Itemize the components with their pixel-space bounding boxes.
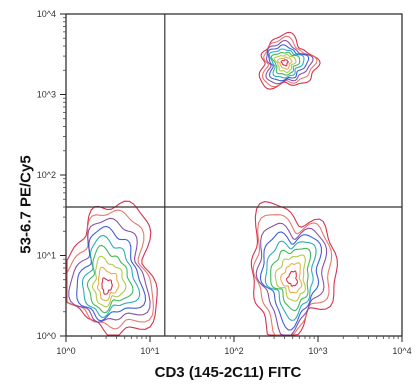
contour-line [274,254,306,302]
x-tick-label: 10^4 [392,346,411,356]
contour-line [101,277,113,295]
contour-line [86,244,134,314]
y-tick-label: 10^4 [37,9,56,19]
contour-line [259,231,322,331]
contour-line [277,56,293,70]
contour-line [66,200,158,336]
contour-line [267,44,310,82]
contour-line [285,270,299,287]
contour-line [250,201,338,336]
contour-line [273,53,297,73]
contour-line [264,240,317,321]
contour-line [270,247,312,312]
contour-line [96,266,120,302]
x-axis-ticks: 10^0 10^1 10^2 10^3 10^4 [56,336,412,356]
y-axis-ticks: 10^0 10^1 10^2 10^3 10^4 [37,9,66,341]
x-axis-label: CD3 (145-2C11) FITC [154,364,302,381]
contour-line [280,262,303,294]
x-tick-label: 10^2 [224,346,243,356]
contour-line [280,59,289,67]
x-tick-label: 10^1 [140,346,159,356]
contour-line [68,217,151,323]
contour-line [66,209,154,330]
y-tick-label: 10^1 [37,251,56,261]
contour-line [265,39,314,85]
plot-frame [65,13,403,337]
y-tick-label: 10^2 [37,170,56,180]
contour-line [81,234,141,318]
contour-line [258,31,321,90]
y-tick-label: 10^0 [37,331,56,341]
contour-line [270,51,301,76]
x-tick-label: 10^0 [56,346,75,356]
contour-line [255,222,328,336]
contour-line [252,214,333,336]
y-tick-label: 10^3 [37,90,56,100]
x-tick-label: 10^3 [308,346,327,356]
contours [66,31,338,336]
contour-line [261,35,318,88]
contour-line [268,48,305,79]
contour-line [76,225,147,322]
contour-line [91,255,127,308]
y-axis-label: 53-6.7 PE/Cy5 [17,155,35,254]
